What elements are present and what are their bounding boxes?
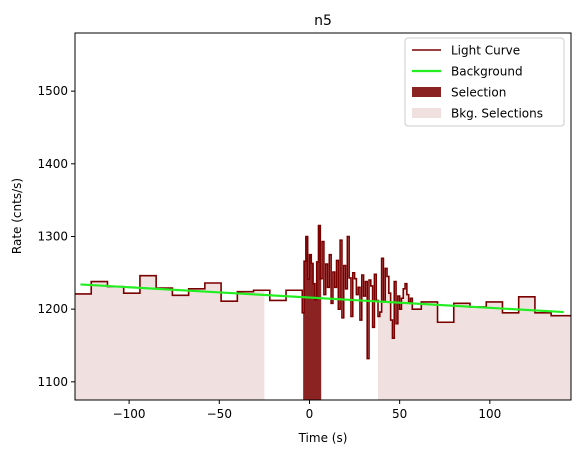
legend-label-0: Light Curve — [451, 44, 520, 58]
legend-box — [404, 37, 565, 127]
x-tick-label: −100 — [113, 407, 146, 421]
legend-label-1: Background — [451, 65, 523, 79]
legend-label-3: Bkg. Selections — [451, 107, 543, 121]
y-tick-label: 1100 — [37, 375, 68, 389]
light-curve-layer — [75, 224, 571, 360]
legend-swatch-2 — [412, 87, 441, 97]
x-tick-label: −50 — [207, 407, 232, 421]
legend: Light Curve Background Selection Bkg. Selec… — [404, 37, 565, 127]
y-tick-label: 1300 — [37, 229, 68, 243]
plot-frame — [74, 32, 572, 401]
light-curve-line — [75, 224, 571, 360]
y-tick-label: 1200 — [37, 302, 68, 316]
x-axis-label: Time (s) — [298, 431, 348, 445]
bkg-selection-region-0 — [75, 275, 265, 400]
x-tick-label: 50 — [392, 407, 407, 421]
y-axis-label: Rate (cnts/s) — [10, 178, 24, 254]
x-tick-label: 0 — [306, 407, 314, 421]
legend-swatch-3 — [412, 108, 441, 118]
bkg-selection-region-1 — [378, 258, 571, 400]
y-tick-label: 1400 — [37, 157, 68, 171]
background-layer — [80, 283, 564, 314]
legend-label-2: Selection — [451, 86, 506, 100]
bkg-selections-layer — [75, 258, 571, 400]
y-axis: 1100 1200 1300 1400 1500 — [37, 84, 75, 389]
x-axis: −100 −50 0 50 100 — [113, 400, 501, 421]
chart-title: n5 — [314, 13, 332, 29]
y-tick-label: 1500 — [37, 84, 68, 98]
background-line — [80, 283, 564, 314]
x-tick-label: 100 — [478, 407, 501, 421]
